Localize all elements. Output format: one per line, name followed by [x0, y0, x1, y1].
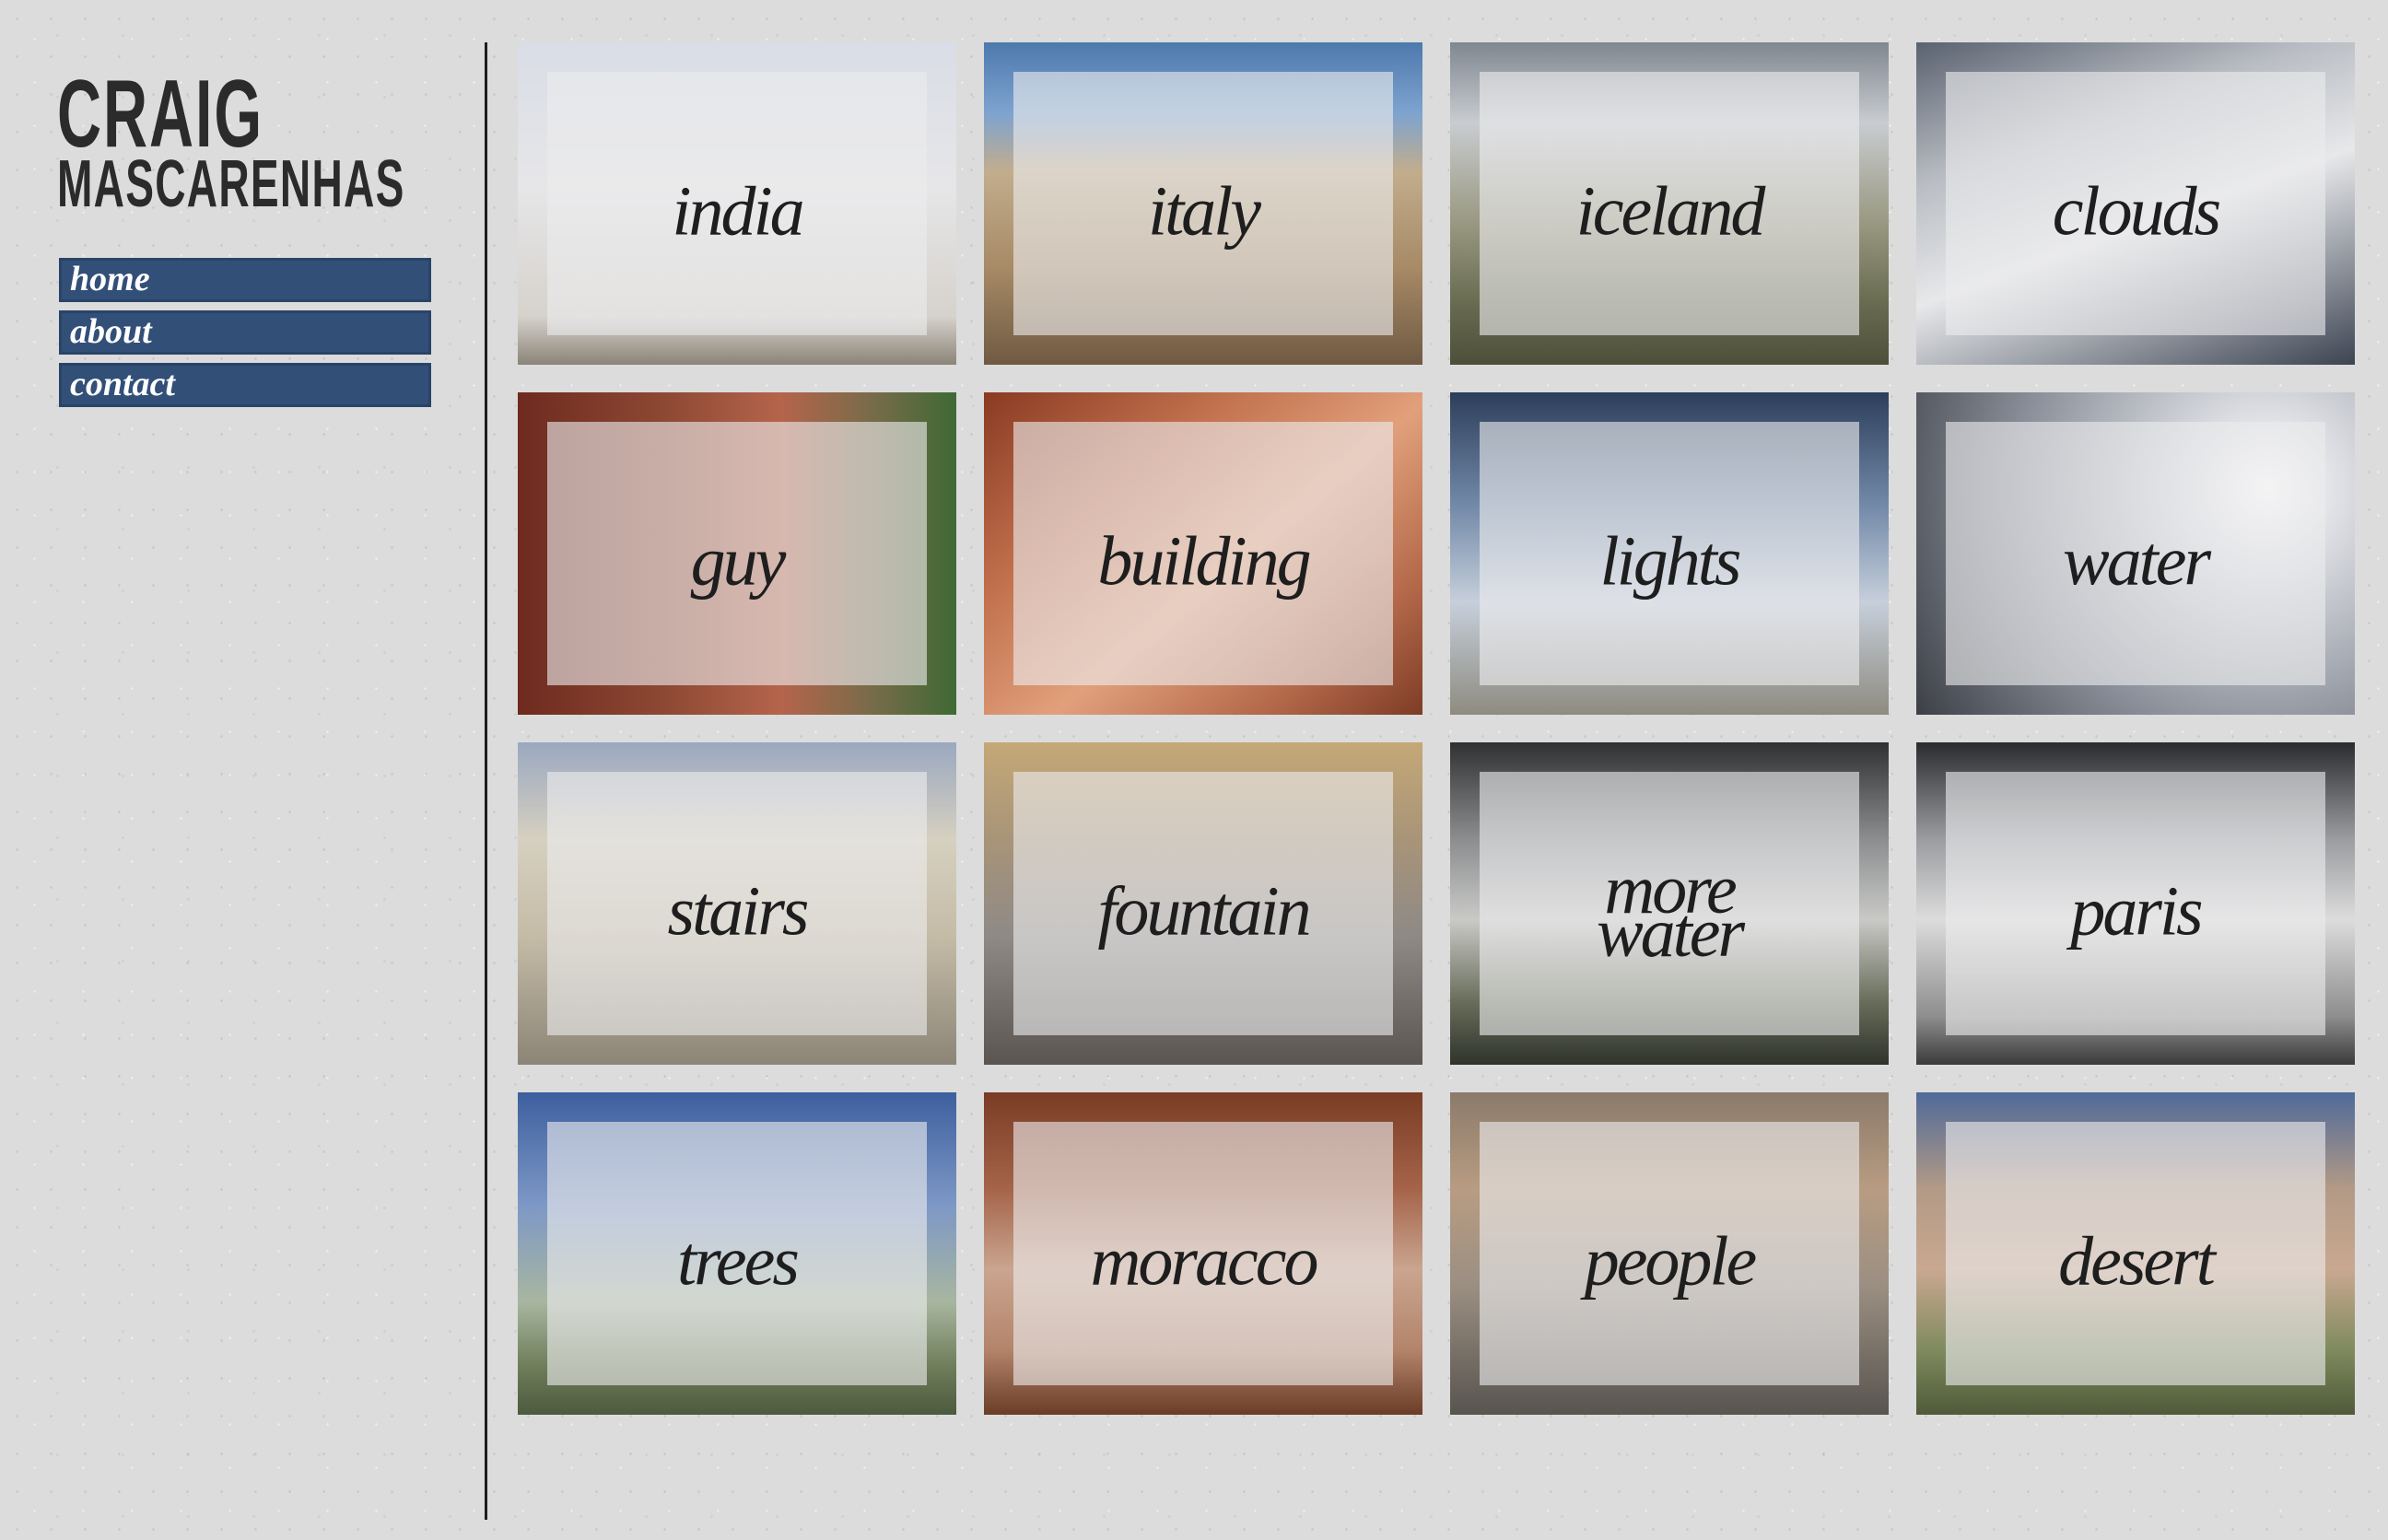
nav-item-contact[interactable]: contact — [59, 363, 431, 407]
tile-overlay — [1946, 1122, 2325, 1385]
tile-label: italy — [1147, 172, 1261, 251]
main-nav: home about contact — [59, 258, 431, 415]
tile-overlay — [547, 772, 927, 1035]
site-logo[interactable]: CRAIG MASCARENHAS — [57, 66, 453, 217]
tile-overlay — [547, 422, 927, 685]
tile-label: iceland — [1575, 172, 1766, 251]
gallery-tile-desert[interactable]: desert — [1916, 1092, 2355, 1415]
gallery-tile-water[interactable]: water — [1916, 392, 2355, 715]
tile-label: moracco — [1090, 1222, 1319, 1301]
tile-overlay — [1946, 422, 2325, 685]
gallery-tile-lights[interactable]: lights — [1450, 392, 1889, 715]
gallery-tile-stairs[interactable]: stairs — [518, 742, 956, 1065]
logo-first-name: CRAIG — [57, 61, 264, 168]
gallery-tile-people[interactable]: people — [1450, 1092, 1889, 1415]
gallery-tile-paris[interactable]: paris — [1916, 742, 2355, 1065]
tile-label: guy — [690, 522, 787, 601]
tile-label: trees — [677, 1222, 800, 1301]
gallery-tile-moracco[interactable]: moracco — [984, 1092, 1422, 1415]
tile-label: building — [1097, 522, 1311, 601]
logo-last-name: MASCARENHAS — [57, 147, 405, 221]
tile-label: clouds — [2052, 172, 2221, 251]
tile-label: lights — [1599, 522, 1742, 601]
tile-label: more water — [1596, 850, 1745, 972]
tile-overlay — [1480, 1122, 1859, 1385]
gallery-tile-trees[interactable]: trees — [518, 1092, 956, 1415]
tile-label: stairs — [667, 872, 810, 951]
tile-label: desert — [2058, 1222, 2216, 1301]
tile-label: water — [2062, 522, 2211, 601]
tile-overlay — [1013, 422, 1393, 685]
gallery-tile-india[interactable]: india — [518, 42, 956, 365]
tile-label: india — [672, 172, 804, 251]
gallery-tile-iceland[interactable]: iceland — [1450, 42, 1889, 365]
tile-label: fountain — [1097, 872, 1311, 951]
sidebar-divider — [485, 42, 487, 1520]
tile-overlay — [1013, 1122, 1393, 1385]
tile-label: paris — [2070, 872, 2203, 951]
gallery-tile-guy[interactable]: guy — [518, 392, 956, 715]
tile-overlay — [1480, 422, 1859, 685]
tile-overlay — [1480, 72, 1859, 335]
tile-overlay — [1013, 72, 1393, 335]
gallery-tile-more-water[interactable]: more water — [1450, 742, 1889, 1065]
tile-overlay — [1013, 772, 1393, 1035]
gallery-tile-fountain[interactable]: fountain — [984, 742, 1422, 1065]
gallery-tile-building[interactable]: building — [984, 392, 1422, 715]
tile-overlay — [1946, 72, 2325, 335]
nav-item-home[interactable]: home — [59, 258, 431, 302]
tile-overlay — [1480, 772, 1859, 1035]
gallery-tile-clouds[interactable]: clouds — [1916, 42, 2355, 365]
gallery-grid: india italy iceland clouds guy building … — [518, 42, 2360, 1415]
tile-overlay — [547, 1122, 927, 1385]
nav-item-about[interactable]: about — [59, 310, 431, 355]
tile-label: people — [1584, 1222, 1758, 1301]
tile-overlay — [547, 72, 927, 335]
gallery-tile-italy[interactable]: italy — [984, 42, 1422, 365]
tile-overlay — [1946, 772, 2325, 1035]
